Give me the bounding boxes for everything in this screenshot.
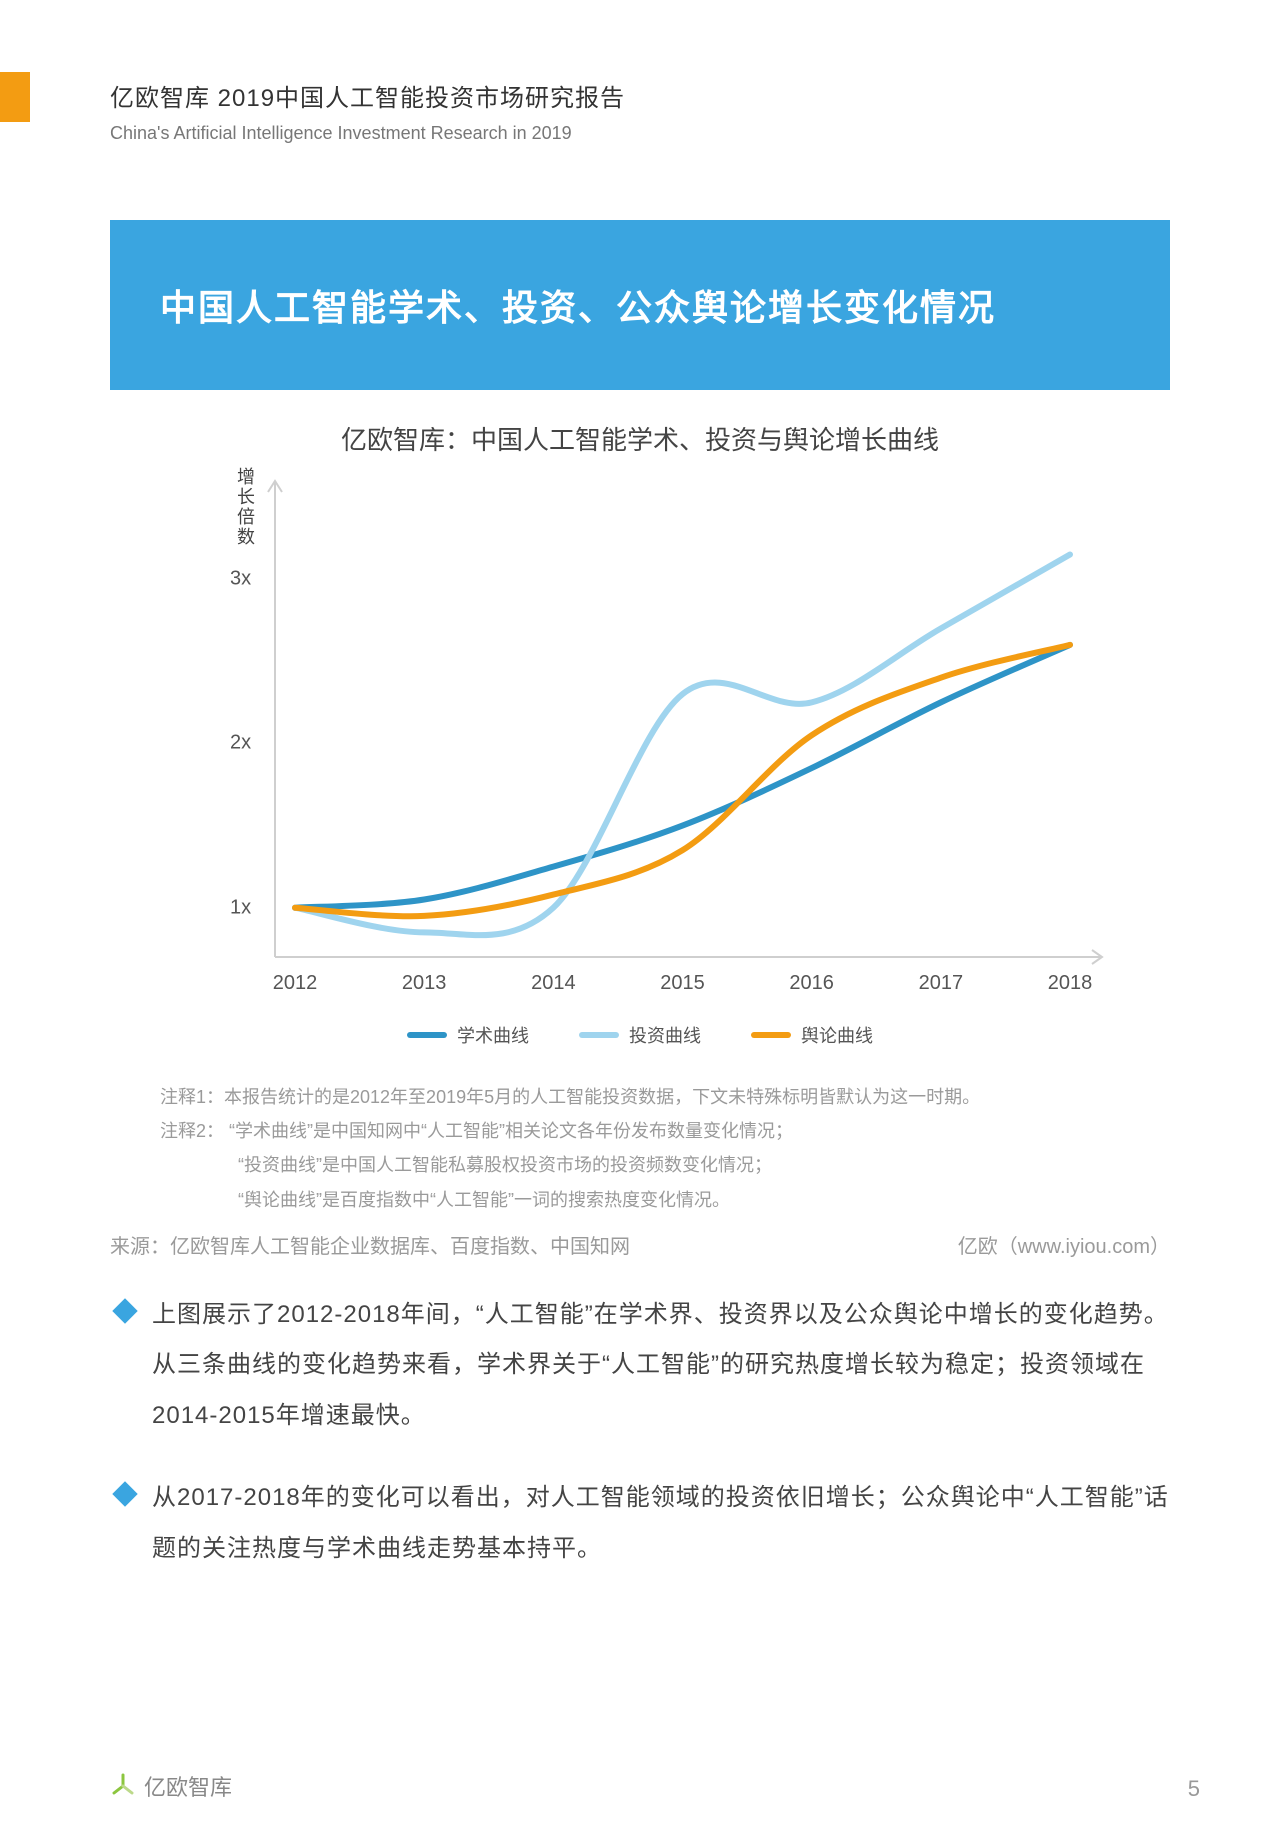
page-number: 5 bbox=[1188, 1776, 1200, 1802]
note-1: 注释1：本报告统计的是2012年至2019年5月的人工智能投资数据，下文未特殊标… bbox=[160, 1080, 1170, 1114]
diamond-icon bbox=[112, 1298, 137, 1323]
accent-tab bbox=[0, 72, 30, 122]
header-title-cn: 亿欧智库 2019中国人工智能投资市场研究报告 bbox=[110, 78, 625, 113]
xtick: 2015 bbox=[660, 972, 705, 995]
ytick: 1x bbox=[230, 896, 251, 919]
diamond-icon bbox=[112, 1481, 137, 1506]
banner-title: 中国人工智能学术、投资、公众舆论增长变化情况 bbox=[160, 279, 996, 331]
legend-label: 学术曲线 bbox=[457, 1022, 529, 1048]
legend-item-opinion: 舆论曲线 bbox=[751, 1022, 873, 1048]
chart-title: 亿欧智库：中国人工智能学术、投资与舆论增长曲线 bbox=[110, 420, 1170, 457]
source-row: 来源：亿欧智库人工智能企业数据库、百度指数、中国知网 亿欧（www.iyiou.… bbox=[110, 1230, 1170, 1259]
note-2-2: “投资曲线”是中国人工智能私募股权投资市场的投资频数变化情况； bbox=[160, 1148, 1170, 1182]
source-left: 来源：亿欧智库人工智能企业数据库、百度指数、中国知网 bbox=[110, 1230, 630, 1259]
legend-item-academic: 学术曲线 bbox=[407, 1022, 529, 1048]
chart-legend: 学术曲线 投资曲线 舆论曲线 bbox=[110, 1022, 1170, 1048]
ytick: 2x bbox=[230, 732, 251, 755]
bullet-text: 从2017-2018年的变化可以看出，对人工智能领域的投资依旧增长；公众舆论中“… bbox=[152, 1473, 1170, 1574]
bullet-list: 上图展示了2012-2018年间，“人工智能”在学术界、投资界以及公众舆论中增长… bbox=[110, 1290, 1170, 1606]
xtick: 2012 bbox=[273, 972, 318, 995]
footer-brand: 亿欧智库 bbox=[144, 1770, 232, 1802]
page-header: 亿欧智库 2019中国人工智能投资市场研究报告 China's Artifici… bbox=[110, 78, 625, 144]
series-investment bbox=[295, 555, 1070, 936]
chart-svg bbox=[140, 467, 1140, 1007]
chart-notes: 注释1：本报告统计的是2012年至2019年5月的人工智能投资数据，下文未特殊标… bbox=[160, 1080, 1170, 1217]
legend-swatch bbox=[751, 1032, 791, 1038]
legend-item-investment: 投资曲线 bbox=[579, 1022, 701, 1048]
chart-container: 亿欧智库：中国人工智能学术、投资与舆论增长曲线 增长倍数 1x 2x 3x 2012 2… bbox=[110, 420, 1170, 1048]
ytick: 3x bbox=[230, 568, 251, 591]
section-banner: 中国人工智能学术、投资、公众舆论增长变化情况 bbox=[110, 220, 1170, 390]
series-academic bbox=[295, 645, 1070, 908]
chart-ylabel: 增长倍数 bbox=[232, 467, 258, 547]
source-right: 亿欧（www.iyiou.com） bbox=[958, 1230, 1170, 1259]
header-title-en: China's Artificial Intelligence Investme… bbox=[110, 123, 625, 144]
legend-label: 投资曲线 bbox=[629, 1022, 701, 1048]
note-2-3: “舆论曲线”是百度指数中“人工智能”一词的搜索热度变化情况。 bbox=[160, 1183, 1170, 1217]
bullet-item: 从2017-2018年的变化可以看出，对人工智能领域的投资依旧增长；公众舆论中“… bbox=[110, 1473, 1170, 1574]
footer-logo: 亿欧智库 bbox=[110, 1770, 232, 1802]
legend-swatch bbox=[407, 1032, 447, 1038]
note-2-1: 注释2： “学术曲线”是中国知网中“人工智能”相关论文各年份发布数量变化情况； bbox=[160, 1114, 1170, 1148]
legend-label: 舆论曲线 bbox=[801, 1022, 873, 1048]
xtick: 2018 bbox=[1048, 972, 1093, 995]
xtick: 2017 bbox=[919, 972, 964, 995]
xtick: 2014 bbox=[531, 972, 576, 995]
bullet-text: 上图展示了2012-2018年间，“人工智能”在学术界、投资界以及公众舆论中增长… bbox=[152, 1290, 1170, 1441]
xtick: 2016 bbox=[789, 972, 834, 995]
chart-plot-area: 增长倍数 1x 2x 3x 2012 2013 2014 2015 2016 2017 2018 bbox=[140, 467, 1140, 1007]
brand-icon bbox=[110, 1773, 136, 1799]
series-opinion bbox=[295, 645, 1070, 916]
xtick: 2013 bbox=[402, 972, 447, 995]
legend-swatch bbox=[579, 1032, 619, 1038]
bullet-item: 上图展示了2012-2018年间，“人工智能”在学术界、投资界以及公众舆论中增长… bbox=[110, 1290, 1170, 1441]
